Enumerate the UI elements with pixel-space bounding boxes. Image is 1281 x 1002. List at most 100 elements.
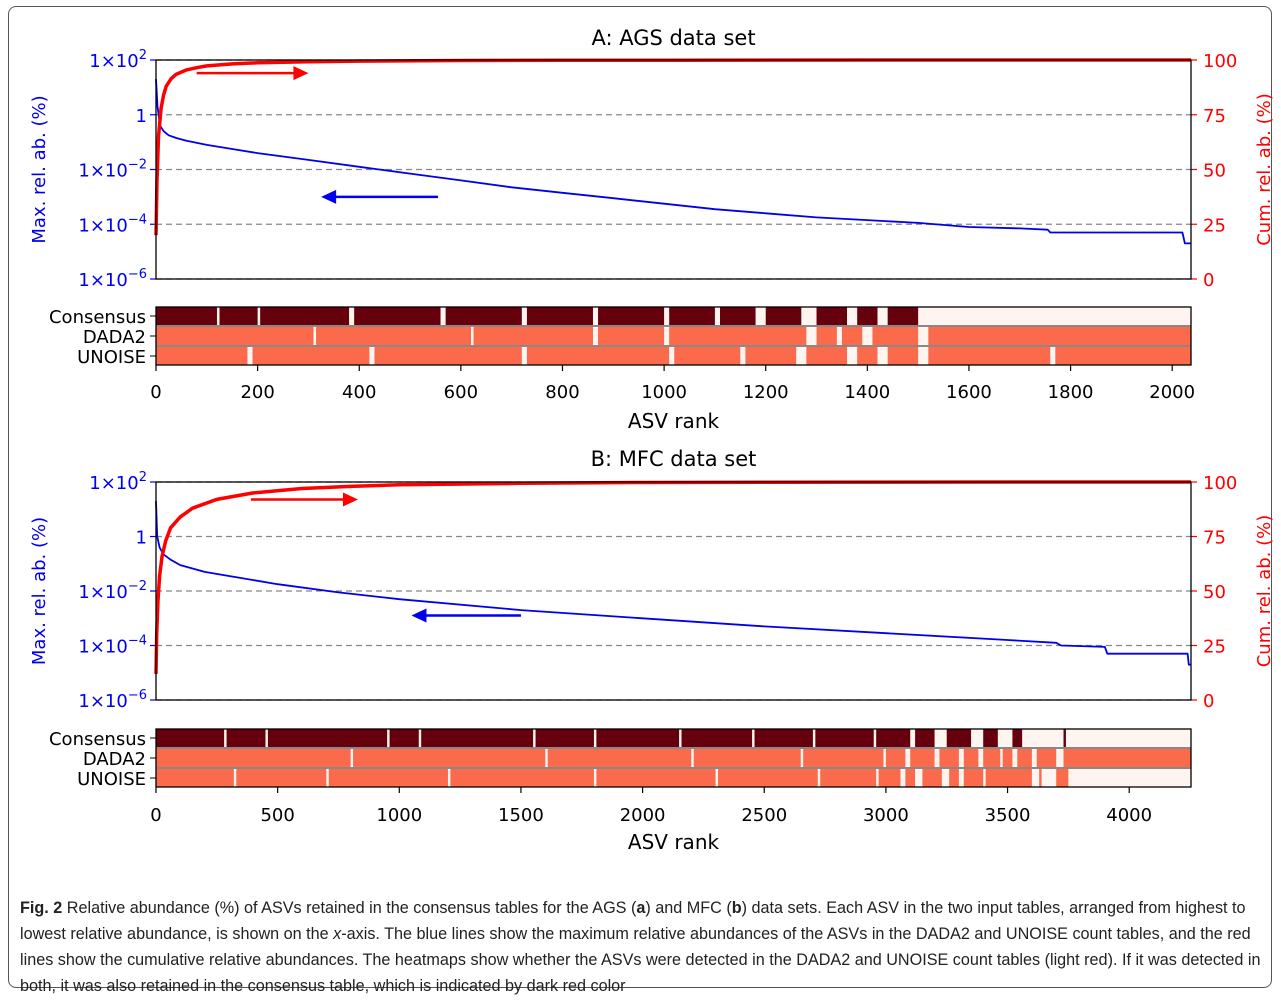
x-tick-label: 2000 [620, 805, 666, 826]
heatmap-cell [816, 327, 837, 345]
heatmap-cell [1002, 749, 1013, 767]
heatmap-cell [535, 729, 594, 747]
heatmap-cell [1036, 749, 1057, 767]
caption-text: -axis. The blue lines show the maximum r… [20, 925, 1261, 995]
y-right-tick-label: 25 [1203, 215, 1226, 236]
heatmap-cell [328, 769, 448, 787]
heatmap-row-label: Consensus [49, 307, 146, 328]
y-left-tick-label: 1×10−4 [78, 212, 147, 236]
caption-axis: x [333, 925, 342, 943]
heatmap-cell [156, 769, 234, 787]
blue-arrowhead [411, 608, 427, 623]
heatmap-cell [878, 769, 901, 787]
heatmap-cell [445, 307, 522, 325]
heatmap-cell [596, 769, 716, 787]
y-right-tick-label: 50 [1203, 161, 1226, 182]
heatmap-row-label: UNOISE [77, 769, 146, 790]
heatmap-cell [815, 729, 874, 747]
heatmap-cell [547, 749, 692, 767]
heatmap-cell [885, 749, 906, 767]
heatmap-cell [887, 307, 919, 325]
heatmap-cell [681, 729, 753, 747]
red-arrowhead [342, 492, 358, 507]
x-tick-label: 0 [150, 805, 161, 826]
heatmap-frame [155, 306, 1192, 366]
heatmap-cell [389, 729, 419, 747]
x-tick-label: 1200 [743, 382, 789, 403]
heatmap-cell [526, 307, 593, 325]
heatmap-cell [719, 307, 756, 325]
heatmap-row-label: DADA2 [83, 749, 146, 770]
heatmap-cell [450, 769, 594, 787]
heatmap-cell [354, 307, 441, 325]
heatmap-cell [316, 327, 472, 345]
chart-title: B: MFC data set [591, 447, 757, 471]
heatmap-cell [803, 749, 884, 767]
heatmap-cell [928, 327, 1191, 345]
heatmap-cell [353, 749, 546, 767]
y-right-tick-label: 100 [1203, 51, 1237, 72]
y-right-tick-label: 75 [1203, 528, 1226, 549]
heatmap-cell [260, 307, 350, 325]
y-left-tick-label: 1×102 [89, 470, 147, 494]
x-tick-label: 0 [150, 382, 161, 403]
x-tick-label: 3500 [985, 805, 1031, 826]
heatmap-frame [155, 728, 1192, 788]
heatmap-cell [983, 729, 998, 747]
heatmap-cell [857, 347, 878, 365]
heatmap-cell [156, 307, 217, 325]
heatmap-cell [765, 307, 802, 325]
heatmap-cell [219, 307, 258, 325]
heatmap-cell [669, 307, 715, 325]
figure-caption: Fig. 2 Relative abundance (%) of ASVs re… [20, 895, 1265, 999]
x-tick-label: 1400 [844, 382, 890, 403]
heatmap-cell [872, 327, 919, 345]
heatmap-cell [374, 347, 522, 365]
caption-text: ) data sets. Each ASV in the two input t… [20, 899, 1246, 943]
x-tick-label: 2500 [741, 805, 787, 826]
y-left-tick-label: 1×10−4 [78, 634, 147, 658]
x-tick-label: 1000 [641, 382, 687, 403]
y-right-tick-label: 75 [1203, 106, 1226, 127]
y-left-tick-label: 1×10−6 [78, 688, 147, 712]
caption-panel-a: a [636, 899, 646, 917]
heatmap-cell [910, 749, 935, 767]
heatmap-cell [156, 749, 351, 767]
heatmap-cell [156, 347, 248, 365]
cumulative-abundance-line [154, 58, 1191, 236]
heatmap-cell [949, 769, 959, 787]
heatmap-cell [421, 729, 534, 747]
plot-frame [155, 481, 1192, 701]
heatmap-cell [226, 729, 266, 747]
x-tick-label: 600 [444, 382, 478, 403]
y-left-tick-label: 1×10−2 [78, 579, 147, 603]
heatmap-cell [887, 347, 919, 365]
heatmap-cell [841, 327, 863, 345]
y-left-tick-label: 1 [136, 528, 147, 549]
y-left-tick-label: 1×10−6 [78, 267, 147, 291]
x-tick-label: 3000 [863, 805, 909, 826]
x-tick-label: 200 [240, 382, 274, 403]
heatmap-cell [754, 729, 813, 747]
x-tick-label: 1500 [498, 805, 544, 826]
blue-arrowhead [321, 189, 337, 204]
y-left-tick-label: 1×10−2 [78, 158, 147, 182]
max-abundance-line [155, 501, 1191, 666]
chart-title: A: AGS data set [591, 26, 755, 50]
heatmap-cell [928, 347, 1051, 365]
cumulative-abundance-line [154, 480, 1192, 674]
x-tick-label: 1600 [946, 382, 992, 403]
y-left-tick-label: 1×102 [89, 48, 147, 72]
x-tick-label: 1000 [376, 805, 422, 826]
heatmap-cell [922, 769, 942, 787]
caption-text: ) and MFC ( [645, 899, 732, 917]
heatmap-cell [820, 769, 877, 787]
y-right-axis-title: Cum. rel. ab. (%) [1254, 515, 1275, 668]
heatmap-cell [598, 307, 665, 325]
heatmap-cell [1056, 769, 1069, 787]
y-left-axis-title: Max. rel. ab. (%) [29, 517, 50, 665]
y-left-axis-title: Max. rel. ab. (%) [29, 95, 50, 243]
heatmap-cell [473, 327, 593, 345]
chart-panel-a: A: AGS data set 1×102 1 1×10−2 1×10−4 1×10−6 0… [29, 26, 1275, 433]
